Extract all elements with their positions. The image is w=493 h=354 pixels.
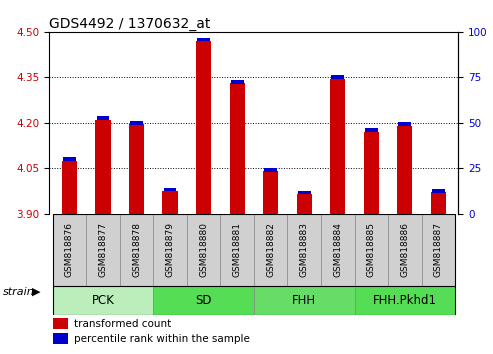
Bar <box>197 38 210 41</box>
Text: transformed count: transformed count <box>74 319 171 329</box>
Bar <box>263 171 278 213</box>
Text: SD: SD <box>195 294 212 307</box>
Bar <box>298 190 311 194</box>
FancyBboxPatch shape <box>254 213 287 286</box>
Bar <box>97 116 109 120</box>
FancyBboxPatch shape <box>153 286 254 315</box>
Bar <box>164 188 176 191</box>
FancyBboxPatch shape <box>354 213 388 286</box>
Bar <box>53 318 68 329</box>
Text: GSM818880: GSM818880 <box>199 222 208 278</box>
Bar <box>264 168 277 172</box>
Text: GSM818884: GSM818884 <box>333 223 342 278</box>
Bar <box>129 124 144 213</box>
Text: GSM818878: GSM818878 <box>132 222 141 278</box>
Bar <box>62 161 77 213</box>
Text: GSM818881: GSM818881 <box>233 222 242 278</box>
Text: ▶: ▶ <box>32 287 40 297</box>
Bar <box>432 189 445 193</box>
Bar <box>364 132 379 213</box>
FancyBboxPatch shape <box>422 213 455 286</box>
Bar <box>230 83 245 213</box>
Text: GSM818886: GSM818886 <box>400 222 409 278</box>
Text: GSM818885: GSM818885 <box>367 222 376 278</box>
Text: GSM818882: GSM818882 <box>266 223 275 278</box>
FancyBboxPatch shape <box>321 213 354 286</box>
Bar <box>196 41 211 213</box>
Bar <box>330 79 345 213</box>
Bar <box>130 121 143 125</box>
FancyBboxPatch shape <box>220 213 254 286</box>
Bar <box>297 194 312 213</box>
Text: FHH.Pkhd1: FHH.Pkhd1 <box>373 294 437 307</box>
FancyBboxPatch shape <box>287 213 321 286</box>
FancyBboxPatch shape <box>153 213 187 286</box>
Text: percentile rank within the sample: percentile rank within the sample <box>74 334 250 344</box>
Bar <box>163 191 177 213</box>
Bar <box>96 120 110 213</box>
FancyBboxPatch shape <box>86 213 120 286</box>
FancyBboxPatch shape <box>187 213 220 286</box>
FancyBboxPatch shape <box>53 213 86 286</box>
Text: GSM818883: GSM818883 <box>300 222 309 278</box>
Bar <box>398 122 411 126</box>
Text: GSM818876: GSM818876 <box>65 222 74 278</box>
FancyBboxPatch shape <box>354 286 455 315</box>
Text: GSM818887: GSM818887 <box>434 222 443 278</box>
FancyBboxPatch shape <box>53 286 153 315</box>
Text: GSM818879: GSM818879 <box>166 222 175 278</box>
Bar <box>53 333 68 344</box>
Bar <box>231 80 244 84</box>
Text: FHH: FHH <box>292 294 317 307</box>
Bar <box>331 75 344 79</box>
FancyBboxPatch shape <box>120 213 153 286</box>
Bar <box>365 129 378 132</box>
Text: GSM818877: GSM818877 <box>99 222 107 278</box>
Text: GDS4492 / 1370632_at: GDS4492 / 1370632_at <box>49 17 211 31</box>
Text: strain: strain <box>2 287 34 297</box>
Bar <box>63 157 76 161</box>
FancyBboxPatch shape <box>254 286 354 315</box>
Bar <box>431 193 446 213</box>
Text: PCK: PCK <box>92 294 114 307</box>
FancyBboxPatch shape <box>388 213 422 286</box>
Bar <box>397 126 412 213</box>
